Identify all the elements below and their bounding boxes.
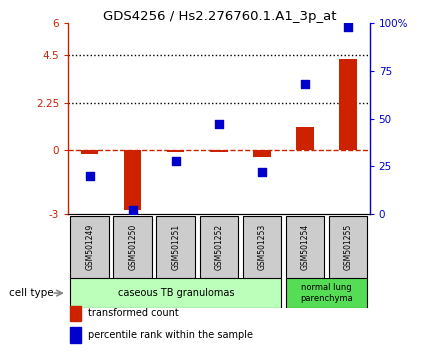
Bar (210, 150, 227, 152)
Text: GSM501253: GSM501253 (257, 224, 267, 270)
Text: normal lung
parenchyma: normal lung parenchyma (300, 283, 353, 303)
Bar (242, 216, 281, 278)
Point (216, 121, 223, 127)
Bar (70, 327, 81, 343)
Point (258, 169, 265, 175)
Text: cell type: cell type (9, 288, 53, 298)
Bar (329, 216, 367, 278)
Text: GSM501249: GSM501249 (85, 224, 94, 270)
Point (301, 81, 308, 87)
Bar (70, 216, 109, 278)
Bar (199, 216, 238, 278)
Bar (70, 306, 81, 321)
Bar (286, 216, 324, 278)
Text: GDS4256 / Hs2.276760.1.A1_3p_at: GDS4256 / Hs2.276760.1.A1_3p_at (103, 10, 337, 23)
Bar (286, 278, 367, 308)
Bar (70, 278, 281, 308)
Text: GSM501255: GSM501255 (344, 224, 352, 270)
Text: transformed count: transformed count (88, 308, 179, 318)
Bar (340, 59, 357, 150)
Point (86, 173, 93, 179)
Text: GSM501250: GSM501250 (128, 224, 137, 270)
Point (129, 207, 136, 213)
Text: GSM501252: GSM501252 (214, 224, 224, 270)
Bar (114, 216, 152, 278)
Bar (253, 150, 271, 157)
Text: percentile rank within the sample: percentile rank within the sample (88, 330, 253, 340)
Bar (81, 150, 99, 154)
Bar (157, 216, 195, 278)
Text: GSM501254: GSM501254 (301, 224, 309, 270)
Point (172, 158, 180, 164)
Bar (297, 127, 314, 150)
Bar (124, 150, 141, 210)
Point (345, 24, 352, 30)
Text: GSM501251: GSM501251 (171, 224, 180, 270)
Text: caseous TB granulomas: caseous TB granulomas (117, 288, 234, 298)
Bar (167, 150, 184, 152)
